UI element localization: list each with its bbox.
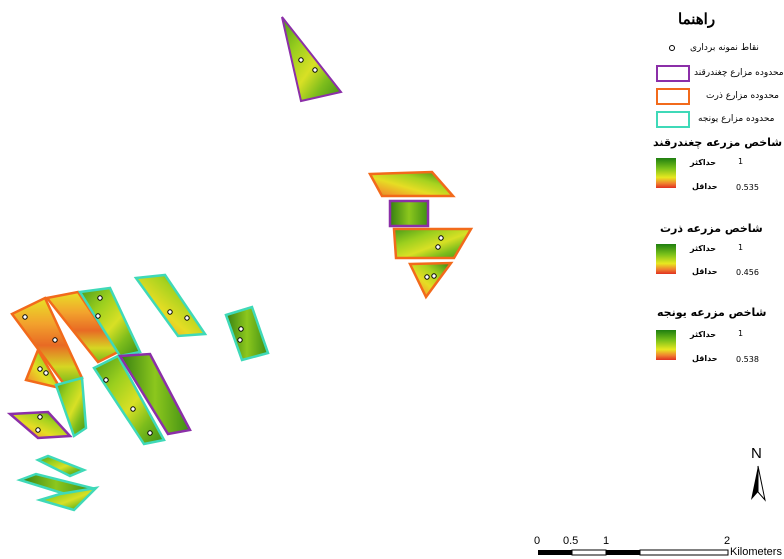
field-alfalfa-left-3 [224, 305, 270, 362]
field-corn-mid-2 [392, 227, 474, 260]
scale-unit: Kilometers [730, 546, 782, 558]
legend-alfalfa-boundary: محدوده مزارع یونجه [698, 114, 775, 124]
alfalfa-boundary-swatch [656, 111, 690, 128]
corn-index-max: 1 [738, 243, 744, 252]
field-corn-left-3 [24, 347, 63, 390]
field-corn-mid-1 [367, 170, 456, 198]
beet-index-ramp [656, 158, 676, 188]
beet-index-max-label: حداکثر [690, 158, 717, 167]
field-alfalfa-left-8 [35, 486, 100, 512]
legend-sample-points: نقاط نمونه برداری [690, 43, 759, 53]
scale-tick-1: 1 [603, 535, 610, 547]
beet-boundary-swatch [656, 65, 690, 82]
field-beet-top [281, 16, 343, 103]
beet-index-min: 0.535 [736, 183, 759, 192]
scale-bar [538, 549, 729, 556]
field-alfalfa-left-1 [77, 286, 142, 358]
corn-boundary-swatch [656, 88, 690, 105]
corn-index-title: شاخص مزرعه ذرت [660, 222, 763, 235]
legend-title: راهنما [678, 10, 716, 28]
alfalfa-index-ramp [656, 330, 676, 360]
scale-tick-05: 0.5 [563, 535, 579, 547]
corn-index-max-label: حداکثر [690, 244, 717, 253]
legend-corn-boundary: محدوده مزارع ذرت [706, 91, 779, 101]
field-corn-mid-3 [408, 261, 454, 300]
scale-tick-0: 0 [534, 535, 541, 547]
alfalfa-index-max-label: حداکثر [690, 330, 717, 339]
beet-index-max: 1 [738, 157, 744, 166]
corn-index-min-label: حداقل [692, 267, 718, 276]
field-alfalfa-left-2 [133, 273, 208, 338]
alfalfa-index-max: 1 [738, 329, 744, 338]
alfalfa-index-title: شاخص مزرعه یونجه [657, 306, 767, 319]
alfalfa-index-min-label: حداقل [692, 354, 718, 363]
field-alfalfa-left-5 [92, 354, 166, 446]
north-arrow-icon [751, 465, 766, 502]
field-beet-left-2 [6, 410, 73, 440]
beet-index-min-label: حداقل [692, 182, 718, 191]
field-alfalfa-left-6 [34, 454, 88, 478]
alfalfa-index-min: 0.538 [736, 355, 759, 364]
scale-tick-2: 2 [724, 535, 731, 547]
corn-index-ramp [656, 244, 676, 274]
sample-point-icon [669, 45, 675, 51]
field-beet-left-1 [117, 352, 192, 436]
field-beet-mid [388, 199, 430, 228]
north-label: N [751, 445, 762, 462]
field-alfalfa-left-4 [54, 376, 88, 438]
corn-index-min: 0.456 [736, 268, 759, 277]
legend-beet-boundary: محدوده مزارع چغندرقند [694, 68, 784, 78]
sample-points [22, 57, 444, 436]
beet-index-title: شاخص مزرعه چغندرقند [653, 136, 783, 149]
